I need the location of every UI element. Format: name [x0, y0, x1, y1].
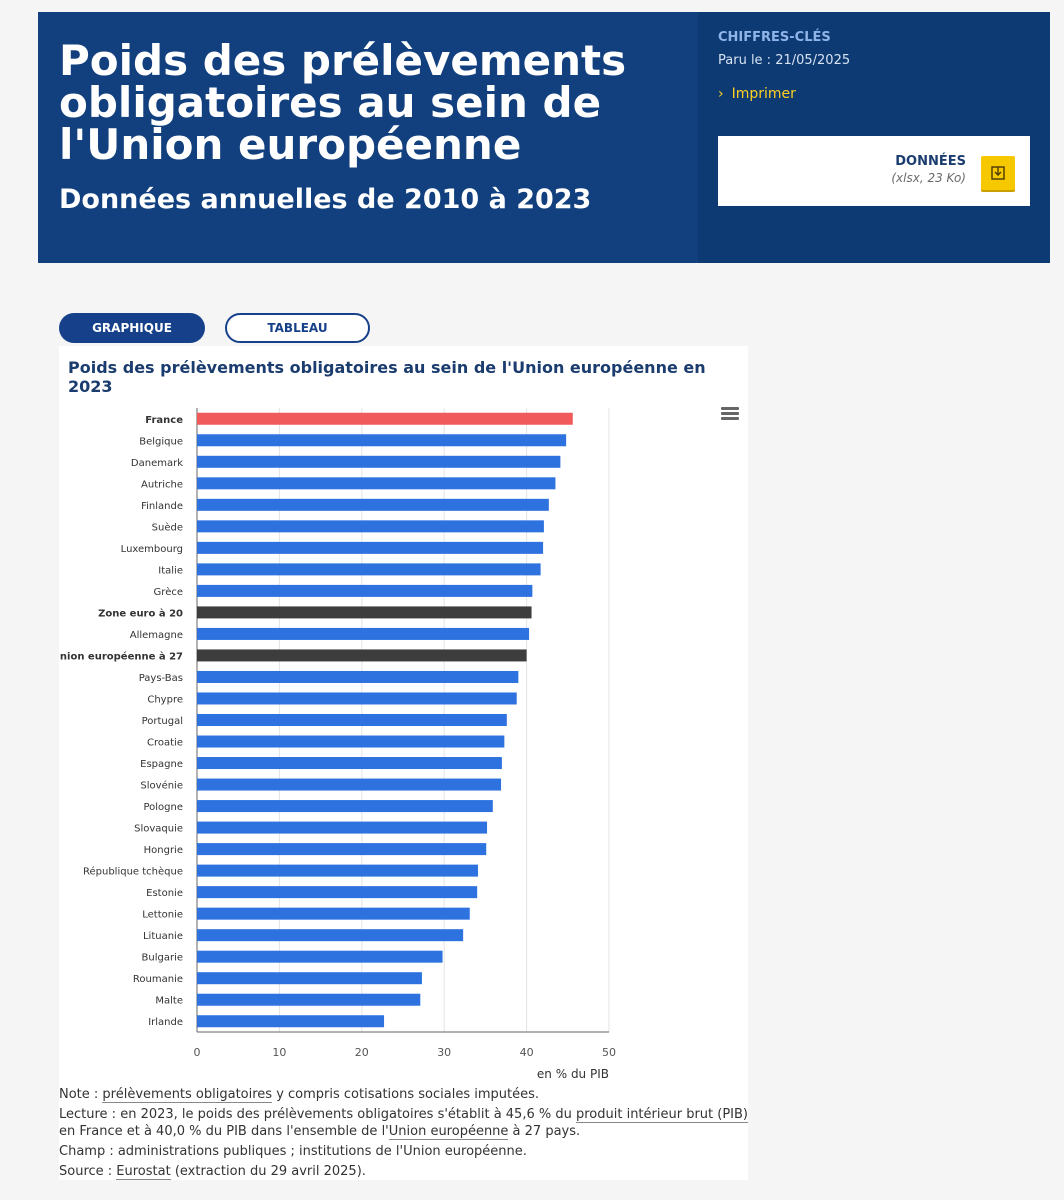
- bar: [197, 412, 573, 425]
- x-tick-label: 10: [272, 1046, 286, 1059]
- scope-line: Champ : administrations publiques ; inst…: [59, 1144, 527, 1159]
- download-title: DONNÉES: [895, 154, 966, 169]
- bar: [197, 498, 549, 511]
- print-label: Imprimer: [731, 86, 796, 102]
- bar: [197, 843, 487, 856]
- bar: [197, 520, 544, 533]
- page-title: Poids des prélèvements obligatoires au s…: [59, 36, 627, 169]
- download-button[interactable]: [981, 156, 1015, 190]
- header-main: Poids des prélèvements obligatoires au s…: [38, 12, 698, 263]
- category-label: Irlande: [148, 1017, 183, 1028]
- chart-panel: Poids des prélèvements obligatoires au s…: [59, 346, 748, 1180]
- bar: [197, 477, 556, 490]
- bar: [197, 649, 527, 662]
- bar: [197, 929, 464, 942]
- category-label: Belgique: [139, 436, 183, 447]
- bar: [197, 735, 505, 748]
- category-label: Danemark: [131, 458, 183, 469]
- print-link[interactable]: › Imprimer: [718, 86, 796, 102]
- bar: [197, 670, 519, 683]
- bar: [197, 434, 567, 447]
- bar: [197, 800, 493, 813]
- bar: [197, 606, 532, 619]
- chart-notes: Note : prélèvements obligatoires y compr…: [59, 1086, 748, 1183]
- bar: [197, 584, 533, 597]
- category-label: Grèce: [154, 586, 183, 598]
- chart-menu-icon[interactable]: [721, 407, 739, 421]
- x-tick-label: 50: [602, 1046, 616, 1059]
- tab-table[interactable]: TABLEAU: [225, 313, 370, 343]
- bar: [197, 907, 470, 920]
- category-label: Slovaquie: [134, 824, 183, 835]
- category-label: Roumanie: [133, 974, 183, 985]
- header-banner: Poids des prélèvements obligatoires au s…: [38, 12, 1050, 263]
- header-side: CHIFFRES-CLÉS Paru le : 21/05/2025 › Imp…: [698, 12, 1050, 263]
- category-label: Malte: [155, 996, 183, 1007]
- category-label: Slovénie: [140, 780, 183, 792]
- source-line: Source : Eurostat (extraction du 29 avri…: [59, 1164, 366, 1180]
- x-axis-label: en % du PIB: [537, 1067, 609, 1081]
- chevron-right-icon: ›: [718, 86, 724, 102]
- note-line: Note : prélèvements obligatoires y compr…: [59, 1087, 540, 1103]
- category-label: Espagne: [140, 759, 183, 770]
- x-tick-label: 20: [355, 1046, 369, 1059]
- tab-graph[interactable]: GRAPHIQUE: [59, 313, 205, 343]
- bar: [197, 778, 502, 791]
- bar: [197, 886, 478, 899]
- category-label: Allemagne: [130, 630, 183, 641]
- category-label: Pays-Bas: [139, 673, 183, 684]
- link-pib[interactable]: produit intérieur brut (PIB): [575, 1107, 748, 1123]
- category-label: Portugal: [142, 716, 183, 727]
- x-tick-label: 30: [437, 1046, 451, 1059]
- bar: [197, 541, 544, 554]
- bar-chart: 0 10 20 30 40 50 en % du PIB France Belgique Dane…: [59, 408, 616, 1081]
- bar: [197, 563, 541, 576]
- x-tick-label: 40: [520, 1046, 534, 1059]
- link-eurostat[interactable]: Eurostat: [116, 1164, 171, 1180]
- chart-title: Poids des prélèvements obligatoires au s…: [68, 358, 706, 396]
- bar: [197, 821, 488, 834]
- category-label: Lettonie: [142, 910, 183, 921]
- category-label: Finlande: [141, 501, 183, 512]
- category-label: France: [145, 415, 183, 426]
- download-box: DONNÉES (xlsx, 23 Ko): [718, 136, 1030, 206]
- bar: [197, 972, 422, 985]
- category-label: Hongrie: [144, 845, 183, 856]
- category-label: Italie: [158, 565, 183, 576]
- category-label: Chypre: [147, 694, 183, 705]
- bar: [197, 627, 530, 640]
- category-label: Luxembourg: [121, 544, 183, 555]
- bar: [197, 692, 517, 705]
- bar: [197, 950, 443, 963]
- bar: [197, 864, 478, 877]
- category-label: Croatie: [147, 738, 183, 749]
- page-subtitle: Données annuelles de 2010 à 2023: [59, 184, 592, 215]
- category-label: Lituanie: [143, 931, 183, 942]
- category-label: République tchèque: [83, 866, 183, 878]
- category-label: Autriche: [141, 479, 183, 490]
- bar: [197, 993, 421, 1006]
- bar: [197, 1015, 385, 1028]
- publication-date: Paru le : 21/05/2025: [718, 53, 851, 68]
- x-tick-label: 0: [194, 1046, 201, 1059]
- category-label: CHIFFRES-CLÉS: [718, 30, 831, 45]
- category-label: Union européenne à 27: [59, 650, 183, 662]
- bar: [197, 455, 561, 468]
- category-label: Estonie: [146, 888, 183, 899]
- link-ue[interactable]: Union européenne: [388, 1124, 509, 1140]
- reading-line: Lecture : en 2023, le poids des prélèvem…: [59, 1107, 748, 1140]
- category-label: Pologne: [143, 802, 183, 813]
- link-prelevements[interactable]: prélèvements obligatoires: [102, 1087, 273, 1103]
- category-label: Suède: [152, 521, 183, 533]
- download-meta: (xlsx, 23 Ko): [891, 171, 966, 185]
- bar: [197, 757, 502, 770]
- download-icon: [991, 166, 1005, 180]
- category-label: Bulgarie: [142, 953, 184, 964]
- category-label: Zone euro à 20: [98, 607, 183, 619]
- bar: [197, 714, 507, 726]
